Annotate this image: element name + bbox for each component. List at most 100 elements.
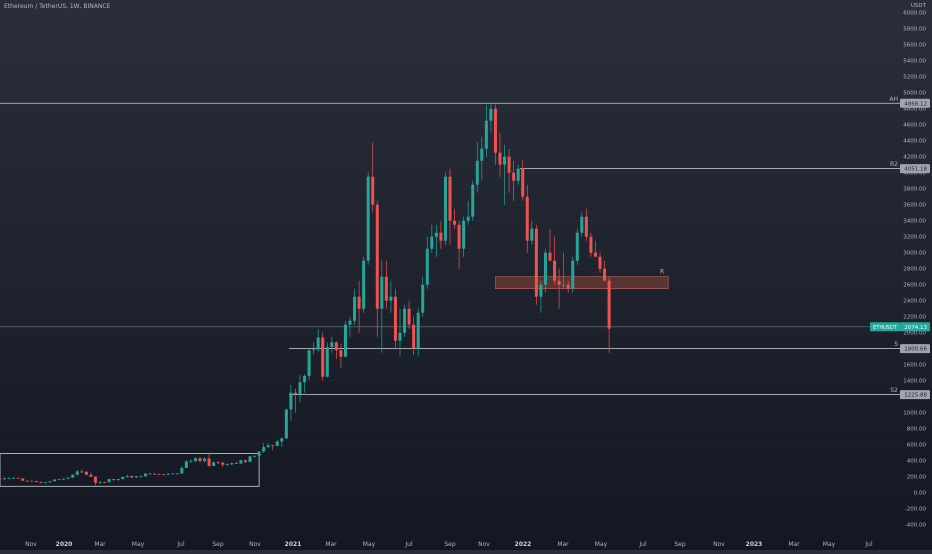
candle[interactable] <box>103 481 107 483</box>
candle[interactable] <box>389 280 393 313</box>
candle[interactable] <box>98 480 102 484</box>
candle[interactable] <box>198 457 202 463</box>
candle[interactable] <box>303 374 307 393</box>
candle[interactable] <box>384 260 388 309</box>
candle[interactable] <box>148 472 152 475</box>
candle[interactable] <box>112 478 116 481</box>
candle[interactable] <box>289 384 293 421</box>
candle[interactable] <box>84 471 88 476</box>
candle[interactable] <box>434 224 438 257</box>
candle[interactable] <box>357 280 361 333</box>
candle[interactable] <box>221 461 225 468</box>
candle[interactable] <box>439 220 443 249</box>
candle[interactable] <box>462 216 466 257</box>
candle[interactable] <box>543 248 547 293</box>
candle[interactable] <box>353 288 357 325</box>
candle[interactable] <box>298 375 302 403</box>
candle[interactable] <box>280 437 284 448</box>
candle[interactable] <box>539 280 543 313</box>
candle[interactable] <box>548 228 552 261</box>
candle[interactable] <box>503 144 507 205</box>
candle[interactable] <box>57 478 61 481</box>
candle[interactable] <box>457 220 461 269</box>
candle[interactable] <box>348 316 352 337</box>
candle[interactable] <box>62 478 66 480</box>
candle[interactable] <box>189 459 193 464</box>
candle[interactable] <box>93 476 97 486</box>
candle[interactable] <box>516 164 520 185</box>
candle[interactable] <box>553 236 557 285</box>
candle[interactable] <box>334 341 338 360</box>
candle[interactable] <box>203 457 207 463</box>
candle[interactable] <box>234 461 238 464</box>
candle[interactable] <box>571 256 575 293</box>
candle[interactable] <box>430 224 434 253</box>
candle[interactable] <box>3 477 7 480</box>
candle[interactable] <box>239 459 243 464</box>
candle[interactable] <box>284 408 288 440</box>
candle[interactable] <box>243 459 247 464</box>
candle[interactable] <box>293 388 297 413</box>
candle[interactable] <box>421 276 425 317</box>
candle[interactable] <box>207 453 211 468</box>
candle[interactable] <box>116 478 120 481</box>
candle[interactable] <box>398 308 402 357</box>
candle[interactable] <box>366 172 370 265</box>
candle[interactable] <box>180 466 184 474</box>
candle[interactable] <box>193 457 197 463</box>
candle[interactable] <box>371 142 375 213</box>
candle[interactable] <box>216 461 220 464</box>
candle[interactable] <box>557 268 561 309</box>
candle[interactable] <box>403 304 407 337</box>
candle[interactable] <box>593 240 597 257</box>
candle[interactable] <box>171 473 175 475</box>
candle[interactable] <box>589 232 593 257</box>
candle[interactable] <box>130 475 134 478</box>
candle[interactable] <box>530 220 534 245</box>
candle[interactable] <box>339 343 343 368</box>
candle[interactable] <box>43 481 47 484</box>
candles-layer[interactable] <box>0 103 611 486</box>
candle[interactable] <box>16 477 20 479</box>
candle[interactable] <box>471 180 475 221</box>
candle[interactable] <box>248 455 252 463</box>
candle[interactable] <box>493 104 497 165</box>
candle[interactable] <box>380 260 384 353</box>
candle[interactable] <box>134 475 138 478</box>
candle[interactable] <box>21 478 25 482</box>
candle[interactable] <box>253 455 257 458</box>
candle[interactable] <box>7 477 11 479</box>
candle[interactable] <box>266 443 270 448</box>
candle[interactable] <box>153 473 157 475</box>
candle[interactable] <box>121 476 125 480</box>
candle[interactable] <box>34 480 38 483</box>
candle[interactable] <box>271 444 275 451</box>
candle[interactable] <box>598 252 602 273</box>
candle[interactable] <box>125 474 129 478</box>
candle[interactable] <box>53 479 57 482</box>
candle[interactable] <box>212 461 216 467</box>
candle[interactable] <box>566 280 570 293</box>
candle[interactable] <box>512 160 516 201</box>
time-axis[interactable]: Nov 2020 Mar May Jul Sep Nov 2021 Mar May Jul Sep No… <box>25 541 873 548</box>
candle[interactable] <box>12 477 16 479</box>
candle[interactable] <box>607 276 611 353</box>
candle[interactable] <box>25 480 29 482</box>
candle[interactable] <box>80 469 84 474</box>
candle[interactable] <box>448 168 452 245</box>
candle[interactable] <box>30 480 34 482</box>
candle[interactable] <box>139 475 143 478</box>
candle[interactable] <box>580 212 584 237</box>
candle[interactable] <box>498 132 502 177</box>
candle[interactable] <box>257 451 261 457</box>
candle[interactable] <box>48 481 52 483</box>
candle[interactable] <box>66 477 70 480</box>
candle[interactable] <box>407 300 411 329</box>
candle[interactable] <box>162 473 166 476</box>
candle[interactable] <box>71 474 75 478</box>
candle[interactable] <box>603 260 607 281</box>
candle[interactable] <box>475 142 479 193</box>
candle[interactable] <box>307 348 311 381</box>
candle[interactable] <box>0 477 2 480</box>
